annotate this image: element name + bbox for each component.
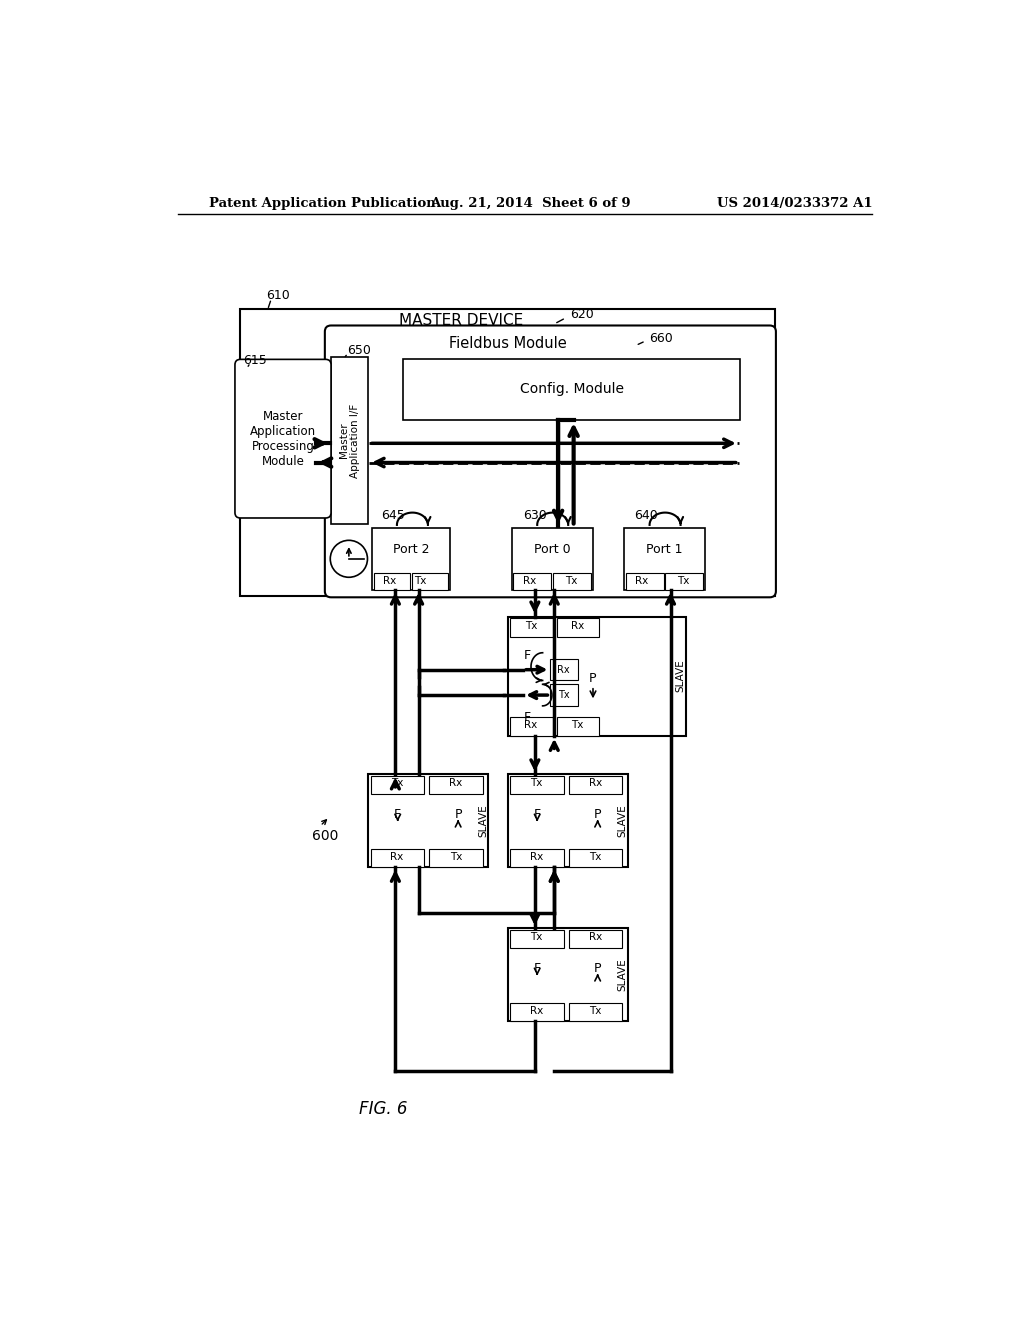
Text: Rx: Rx [383,576,396,586]
Text: Port 2: Port 2 [392,543,429,556]
Bar [369,775,488,867]
Bar [371,776,424,793]
Bar [429,776,483,793]
Text: Tx: Tx [565,576,578,586]
Bar [569,849,623,867]
Text: Tx: Tx [414,576,426,586]
Text: Rx: Rx [557,665,570,675]
Text: P: P [594,808,601,821]
Text: Tx: Tx [678,576,690,586]
Text: P: P [594,962,601,975]
Bar [371,849,424,867]
Bar [512,528,593,590]
Text: FIG. 6: FIG. 6 [359,1101,408,1118]
Text: US 2014/0233372 A1: US 2014/0233372 A1 [717,197,872,210]
Bar [513,573,551,590]
Bar [569,929,623,948]
Text: Rx: Rx [635,576,648,586]
Text: Rx: Rx [523,576,537,586]
Text: Rx: Rx [589,932,602,942]
Text: 630: 630 [523,510,547,523]
Text: Tx: Tx [391,777,403,788]
Text: Tx: Tx [530,932,543,942]
Bar [624,528,706,590]
Text: Aug. 21, 2014  Sheet 6 of 9: Aug. 21, 2014 Sheet 6 of 9 [430,197,631,210]
Text: Tx: Tx [525,620,538,631]
Bar [553,573,591,590]
Bar [665,573,703,590]
Text: Tx: Tx [558,690,569,700]
Text: Rx: Rx [450,777,463,788]
Text: SLAVE: SLAVE [478,804,488,837]
Text: Rx: Rx [529,1006,543,1016]
Text: Port 0: Port 0 [534,543,570,556]
Text: 610: 610 [266,289,290,302]
Text: 620: 620 [569,308,594,321]
Text: SLAVE: SLAVE [676,660,686,692]
Text: F: F [534,962,541,975]
Bar [412,573,449,590]
Bar [510,776,563,793]
Bar [550,684,578,706]
Text: SLAVE: SLAVE [617,804,628,837]
Text: Rx: Rx [524,721,538,730]
Text: Patent Application Publication: Patent Application Publication [209,197,436,210]
Bar [241,309,775,595]
Bar [508,775,628,867]
Text: F: F [523,711,530,723]
Text: SLAVE: SLAVE [617,958,628,991]
Text: 645: 645 [381,510,406,523]
Text: 650: 650 [347,345,372,358]
Text: F: F [534,808,541,821]
Text: Master
Application
Processing
Module: Master Application Processing Module [250,409,316,467]
Text: Rx: Rx [390,851,403,862]
Text: MASTER DEVICE: MASTER DEVICE [399,313,523,327]
Text: 615: 615 [243,354,266,367]
Text: F: F [523,648,530,661]
Text: Tx: Tx [589,851,601,862]
Text: F: F [394,808,401,821]
Bar [550,659,578,681]
Bar [403,359,740,420]
Bar [508,928,628,1020]
Text: 660: 660 [649,333,673,345]
Bar [557,618,599,636]
Bar [429,849,483,867]
Bar [569,776,623,793]
Bar [508,616,686,737]
Bar [510,849,563,867]
Text: Rx: Rx [589,777,602,788]
Text: 640: 640 [634,510,657,523]
FancyBboxPatch shape [325,326,776,598]
Text: P: P [455,808,462,821]
Bar [510,718,553,737]
Text: Tx: Tx [530,777,543,788]
Text: 600: 600 [312,829,339,843]
Text: P: P [589,672,597,685]
Bar [510,618,553,636]
Bar [374,573,410,590]
Text: Tx: Tx [571,721,584,730]
Bar [510,929,563,948]
FancyBboxPatch shape [234,359,331,517]
Bar [331,358,369,524]
Bar [510,1003,563,1020]
Bar [557,718,599,737]
Bar [626,573,664,590]
Text: Tx: Tx [589,1006,601,1016]
Text: Fieldbus Module: Fieldbus Module [449,335,566,351]
Text: Rx: Rx [570,620,584,631]
Bar [372,528,450,590]
Text: Config. Module: Config. Module [520,383,624,396]
Text: Master
Application I/F: Master Application I/F [339,404,360,478]
Text: Port 1: Port 1 [646,543,683,556]
Text: Tx: Tx [450,851,462,862]
Text: Rx: Rx [529,851,543,862]
Bar [569,1003,623,1020]
